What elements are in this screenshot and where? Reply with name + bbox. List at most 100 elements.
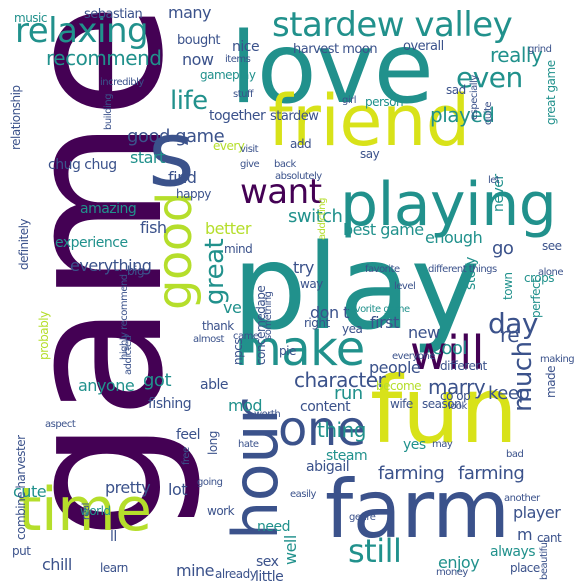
word-yes: yes	[403, 437, 426, 453]
word-stardew-valley: stardew valley	[272, 5, 513, 45]
word-marry: marry	[428, 375, 486, 399]
word-relaxing: relaxing	[15, 11, 149, 51]
word-yea: yea	[342, 322, 363, 336]
word-easily: easily	[290, 489, 316, 500]
word-grind: grind	[528, 44, 552, 55]
word-thank: thank	[202, 319, 234, 333]
word-music: music	[14, 11, 47, 25]
word-free: free	[181, 447, 192, 465]
word-long: long	[206, 431, 220, 455]
word-already: already	[215, 567, 257, 581]
word-co-op: co op	[440, 389, 471, 403]
word-building: building	[103, 93, 114, 130]
word-farming: farming	[458, 463, 525, 484]
word-right: right	[304, 316, 330, 330]
word-recommend: recommend	[46, 46, 162, 70]
word-good: good	[147, 192, 203, 310]
word-quite: quite	[483, 101, 494, 125]
word-start: start	[130, 148, 165, 167]
word-become: become	[376, 379, 422, 393]
word-don-t: don t	[310, 303, 349, 322]
word-favorite: favorite	[365, 264, 400, 275]
word-playing: playing	[340, 170, 557, 240]
word-switch: switch	[288, 206, 343, 227]
word-going: going	[197, 477, 223, 488]
word-alone: alone	[538, 267, 564, 278]
word-learn: learn	[100, 561, 128, 575]
word-together: together	[209, 108, 266, 124]
word-perfect: perfect	[529, 278, 543, 318]
word-well: well	[281, 535, 300, 565]
word-fun: fun	[370, 357, 518, 464]
word-mine: mine	[176, 561, 215, 580]
word-mind: mind	[224, 242, 253, 256]
word-every: every	[213, 139, 245, 153]
word-chug-chug: chug chug	[48, 157, 117, 173]
word-re: re	[500, 323, 520, 347]
word-new: new	[408, 323, 440, 342]
word-amazing: amazing	[80, 201, 137, 217]
word-will: will	[410, 326, 484, 380]
word-got: got	[143, 370, 172, 391]
word-people: people	[369, 358, 421, 377]
word-play: play	[232, 218, 480, 356]
word-stuff: stuff	[233, 89, 254, 100]
word-level: level	[394, 281, 416, 292]
word-work: work	[207, 504, 235, 518]
word-m: m	[517, 525, 533, 544]
word-addicting: addicting	[317, 198, 328, 240]
word-mod: mod	[228, 396, 263, 415]
word-played: played	[430, 103, 495, 127]
word-great-game: great game	[544, 60, 558, 125]
word-worth: worth	[254, 409, 281, 420]
word-abigail: abigail	[306, 459, 350, 475]
word-say: say	[360, 147, 380, 161]
word-visit: visit	[240, 144, 259, 155]
word-even: even	[456, 61, 523, 94]
word-especially: especially	[469, 75, 480, 120]
word-want: want	[240, 172, 322, 212]
word-different-things: different things	[428, 264, 497, 275]
word-enough: enough	[425, 228, 483, 247]
word-making: making	[540, 354, 575, 365]
word-ll: ll	[110, 529, 117, 545]
word-beautiful: beautiful	[539, 540, 550, 580]
word-relationship: relationship	[9, 85, 23, 150]
word-favorite-game: favorite game	[346, 304, 410, 315]
word-now: now	[182, 50, 214, 69]
word-absolutely: absolutely	[275, 171, 322, 182]
word-good-game: good game	[127, 126, 225, 147]
word-pie: pie	[279, 344, 296, 358]
word-person: person	[365, 95, 404, 109]
word-thing: thing	[317, 418, 366, 442]
word-find: find	[168, 168, 197, 187]
word-cant: cant	[537, 531, 562, 545]
word-real: real	[81, 503, 92, 520]
word-sad: sad	[446, 83, 466, 97]
word-bought: bought	[177, 33, 221, 48]
word-first: first	[370, 313, 399, 332]
word-make: make	[235, 321, 365, 377]
word-better: better	[205, 219, 251, 238]
word-friend: friend	[268, 80, 470, 162]
word-always: always	[490, 544, 536, 560]
word-back: back	[274, 159, 296, 170]
word-cute: cute	[13, 482, 47, 501]
word-sebastian: sebastian	[84, 7, 143, 22]
word-came: came	[233, 331, 259, 342]
word-probably: probably	[37, 311, 51, 360]
word-hate: hate	[238, 439, 259, 450]
word-able: able	[200, 377, 228, 393]
word-items: items	[225, 54, 251, 65]
word-chill: chill	[42, 555, 72, 574]
word-put: put	[12, 544, 31, 558]
word-way: way	[300, 277, 323, 291]
word-experience: experience	[55, 235, 128, 251]
word-farming: farming	[378, 463, 445, 484]
word-fish: fish	[140, 218, 167, 237]
word-content: content	[300, 399, 351, 415]
word-really: really	[490, 43, 543, 67]
word-everyone: everyone	[392, 351, 435, 362]
word-pretty: pretty	[105, 478, 151, 497]
